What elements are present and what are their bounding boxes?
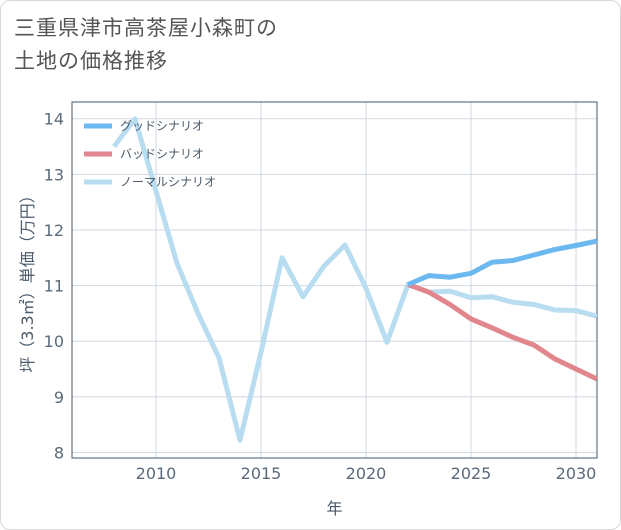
x-tick-label: 2020 [346,464,387,483]
y-tick-label: 12 [44,221,64,240]
chart-title-line2: 土地の価格推移 [14,49,168,73]
series-line-1 [407,282,597,382]
plot-border [71,101,598,459]
y-tick-label: 10 [44,332,64,351]
y-tick-label: 11 [44,277,64,296]
y-tick-label: 13 [44,165,64,184]
series-line-2 [112,116,597,443]
y-tick-label: 14 [44,110,64,129]
y-axis-ticks: 8 9 10 11 12 13 14 [44,110,64,463]
grid-lines [72,102,597,458]
legend-label-0: グッドシナリオ [120,119,204,133]
x-tick-label: 2030 [556,464,597,483]
y-tick-label: 8 [54,443,64,462]
chart-title-line1: 三重県津市高茶屋小森町の [14,16,278,40]
y-tick-label: 9 [54,388,64,407]
chart-title: 三重県津市高茶屋小森町の 土地の価格推移 [14,12,574,78]
x-tick-label: 2010 [136,464,177,483]
x-axis-title: 年 [326,499,342,518]
series-layer [112,116,597,443]
legend-label-2: ノーマルシナリオ [120,175,216,189]
series-line-0 [407,238,597,287]
x-tick-label: 2015 [241,464,282,483]
legend-label-1: バッドシナリオ [120,147,204,161]
x-tick-label: 2025 [451,464,492,483]
y-axis-title: 坪（3.3㎡）単価（万円） [18,187,37,372]
x-axis-ticks: 2010 2015 2020 2025 2030 [136,464,597,483]
